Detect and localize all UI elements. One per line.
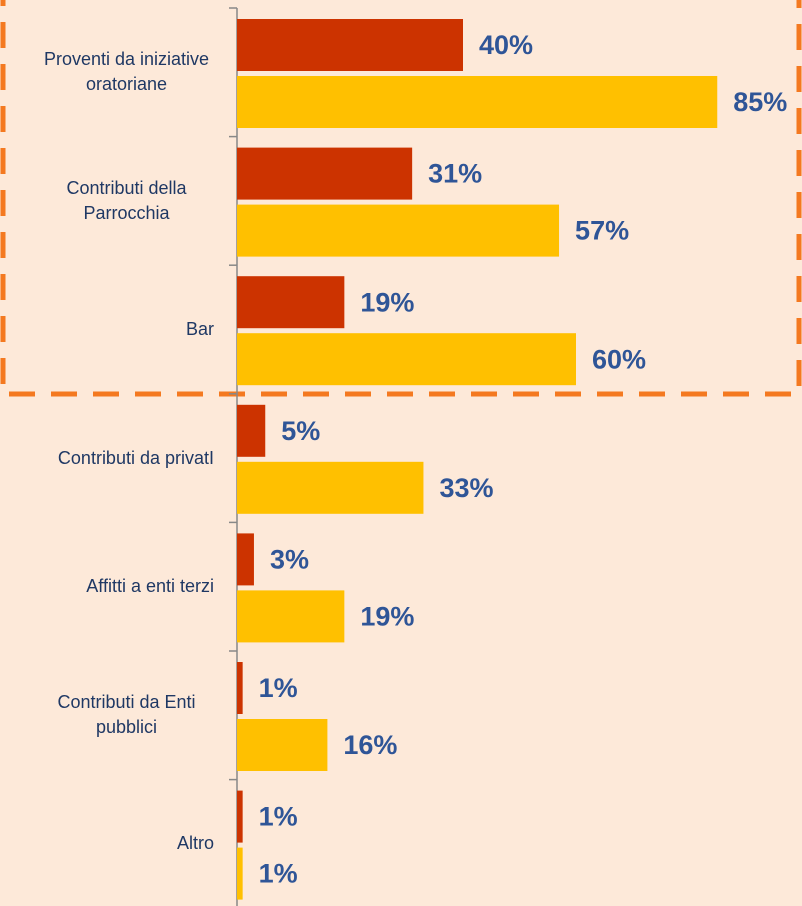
y-tick-label: Contributi della Parrocchia (66, 177, 187, 223)
y-tick-label: Altro (176, 833, 214, 854)
category-label-box: Altro (0, 780, 214, 906)
category-label-box: Affitti a enti terzi (0, 522, 214, 651)
data-label: 1% (259, 802, 298, 832)
bar (237, 461, 424, 514)
data-label: 57% (575, 216, 629, 246)
highlight-box (0, 0, 802, 397)
category-label-box: Bar (0, 265, 214, 394)
y-tick-label: Contributi da Enti pubblici (57, 692, 196, 738)
data-label: 60% (592, 344, 646, 374)
bar (237, 404, 266, 457)
data-label: 5% (281, 416, 320, 446)
data-label: 85% (733, 87, 787, 117)
bar (237, 276, 345, 329)
bar (237, 719, 328, 771)
data-label: 1% (259, 673, 298, 703)
data-label: 3% (270, 545, 309, 575)
bar (237, 204, 560, 257)
bar (237, 76, 718, 128)
bar (237, 590, 345, 643)
data-label: 33% (439, 473, 493, 503)
data-label: 16% (343, 730, 397, 760)
y-tick-label: Proventi da iniziative oratoriane (43, 49, 210, 95)
bar (237, 533, 254, 586)
y-tick-label: Affitti a enti terzi (86, 576, 214, 597)
data-label: 19% (360, 602, 414, 632)
bar (237, 19, 463, 71)
category-label-box: Contributi da privatI (0, 394, 214, 523)
category-label-box: Proventi da iniziative oratoriane (0, 8, 214, 137)
category-label-box: Contributi da Enti pubblici (0, 651, 214, 780)
data-label: 31% (428, 159, 482, 189)
bar (237, 147, 413, 200)
data-label: 40% (479, 30, 533, 60)
bar (237, 662, 243, 714)
category-label-box: Contributi della Parrocchia (0, 137, 214, 266)
bar (237, 847, 243, 900)
bar (237, 790, 243, 843)
bar (237, 333, 576, 386)
y-tick-label: Contributi da privatI (57, 447, 214, 468)
data-label: 19% (360, 287, 414, 317)
data-label: 1% (259, 859, 298, 889)
y-tick-label: Bar (185, 318, 214, 339)
